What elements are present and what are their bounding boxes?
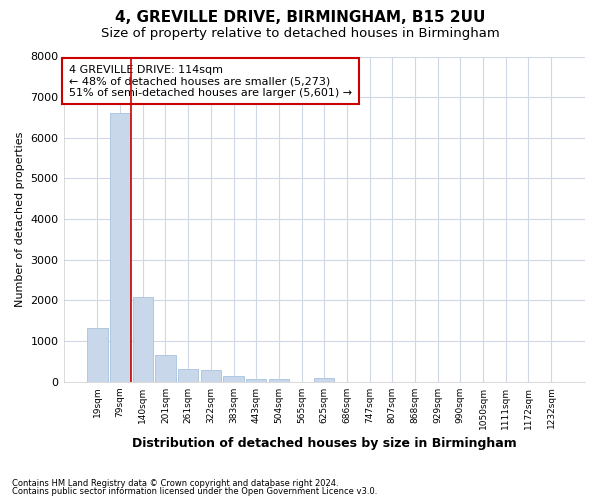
Text: Contains HM Land Registry data © Crown copyright and database right 2024.: Contains HM Land Registry data © Crown c… [12, 478, 338, 488]
Text: 4 GREVILLE DRIVE: 114sqm
← 48% of detached houses are smaller (5,273)
51% of sem: 4 GREVILLE DRIVE: 114sqm ← 48% of detach… [69, 64, 352, 98]
Bar [246, 378, 266, 382]
Bar [314, 378, 334, 382]
Bar [110, 114, 130, 382]
Bar [155, 356, 176, 382]
Bar [87, 328, 107, 382]
X-axis label: Distribution of detached houses by size in Birmingham: Distribution of detached houses by size … [132, 437, 517, 450]
Text: Size of property relative to detached houses in Birmingham: Size of property relative to detached ho… [101, 28, 499, 40]
Bar [133, 296, 153, 382]
Y-axis label: Number of detached properties: Number of detached properties [15, 132, 25, 307]
Bar [200, 370, 221, 382]
Text: 4, GREVILLE DRIVE, BIRMINGHAM, B15 2UU: 4, GREVILLE DRIVE, BIRMINGHAM, B15 2UU [115, 10, 485, 25]
Bar [269, 378, 289, 382]
Bar [178, 370, 199, 382]
Text: Contains public sector information licensed under the Open Government Licence v3: Contains public sector information licen… [12, 487, 377, 496]
Bar [223, 376, 244, 382]
